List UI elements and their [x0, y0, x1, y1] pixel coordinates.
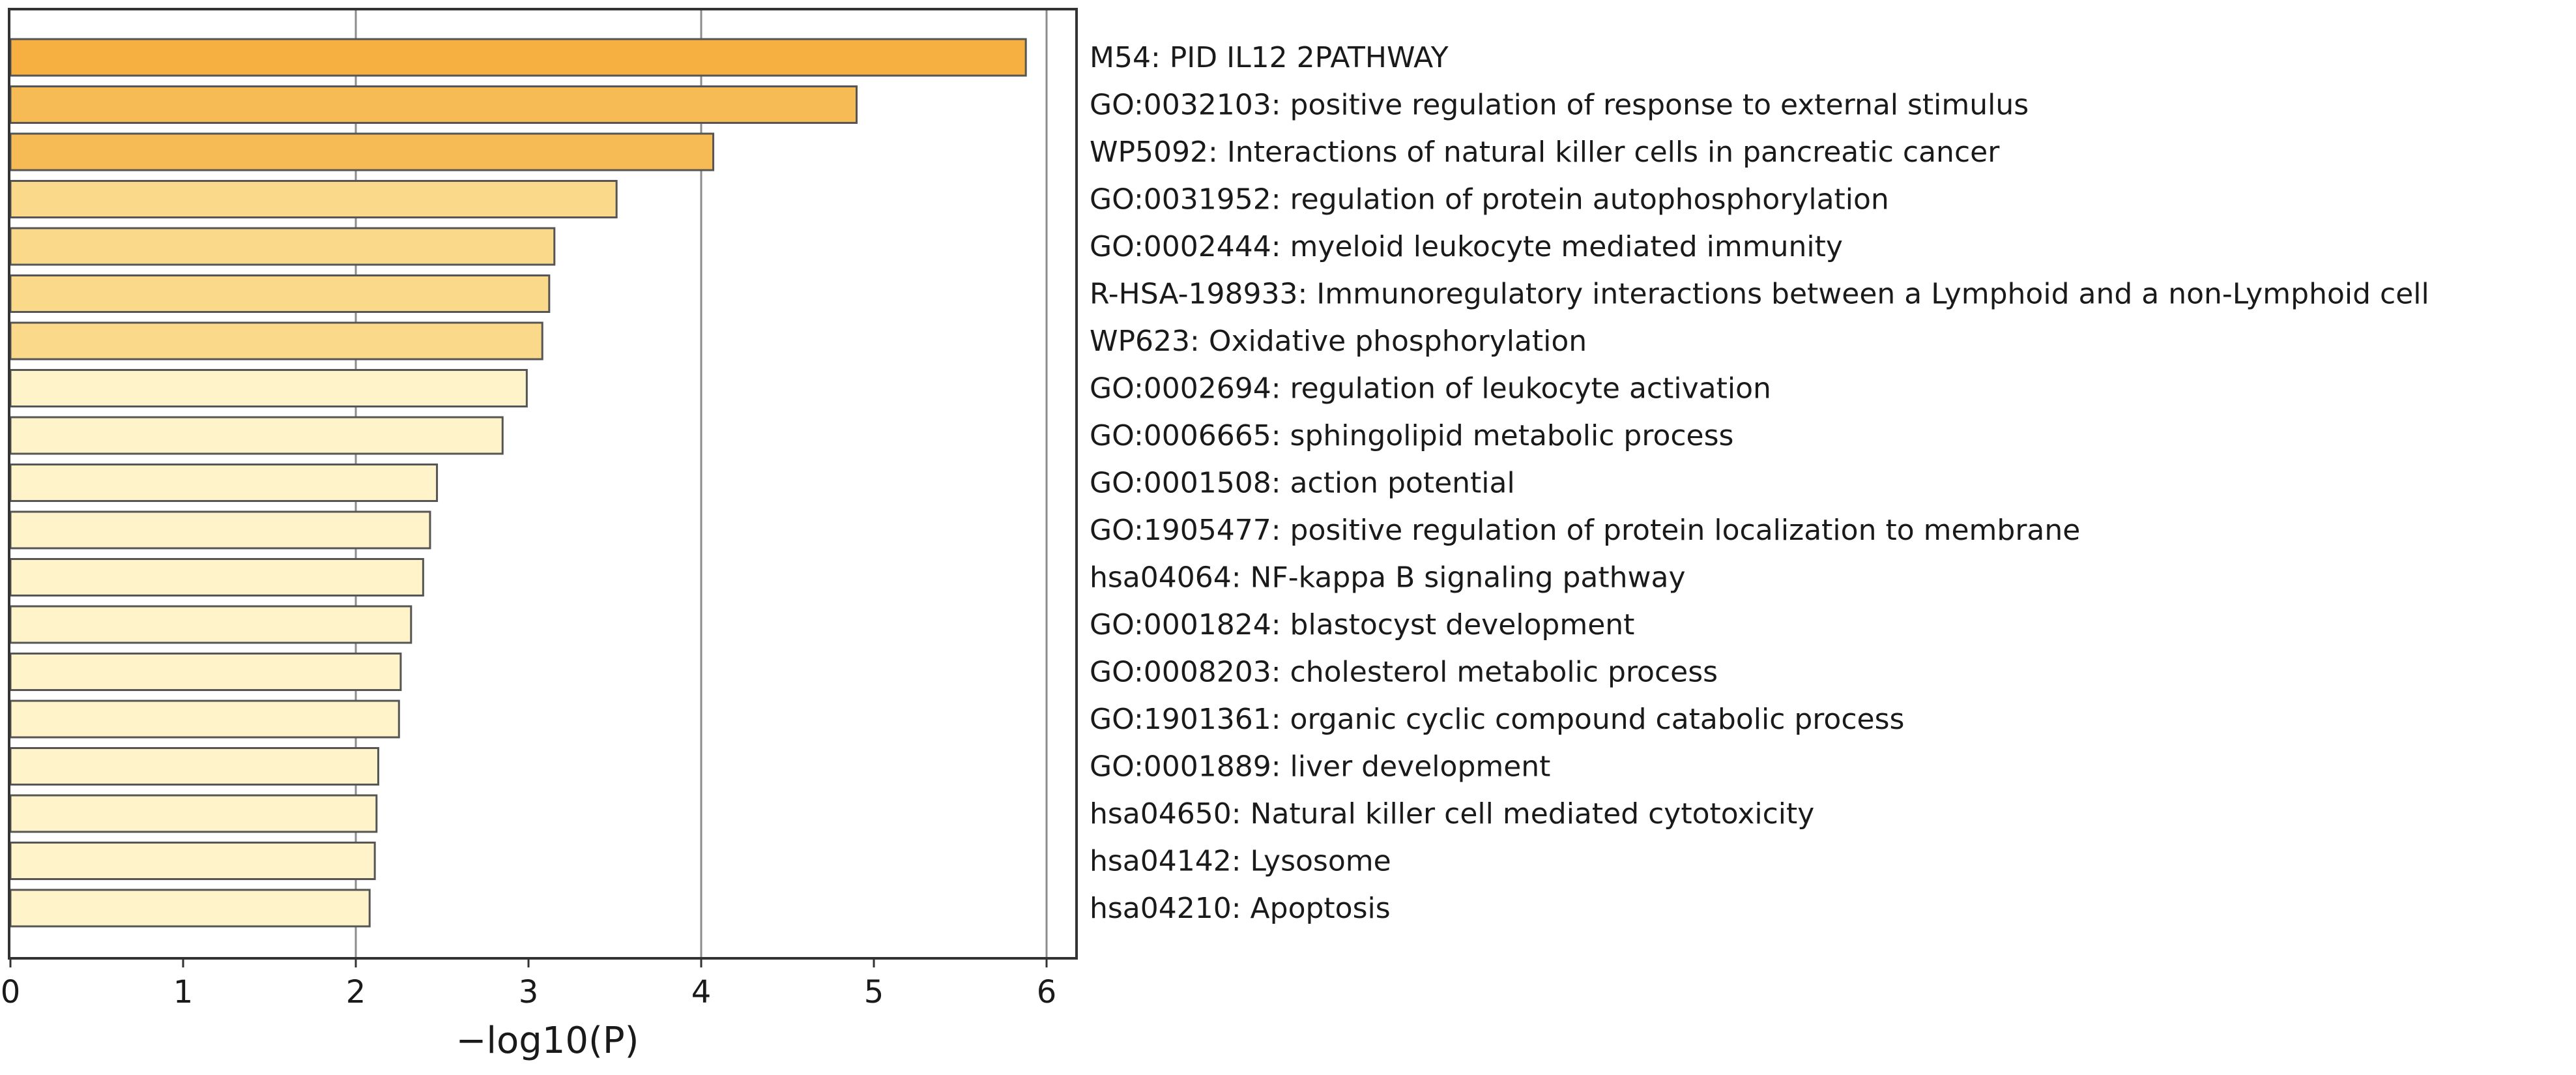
x-tick-label-1: 1	[173, 974, 194, 1010]
category-labels: M54: PID IL12 2PATHWAY GO:0032103: positi…	[1090, 41, 2429, 925]
category-label-6: R-HSA-198933: Immunoregulatory interacti…	[1090, 278, 2429, 311]
bar-6	[9, 274, 551, 313]
bar-9	[9, 416, 504, 455]
bar-8	[9, 369, 528, 407]
category-label-2: GO:0032103: positive regulation of respo…	[1090, 89, 2029, 122]
category-label-9: GO:0006665: sphingolipid metabolic proce…	[1090, 419, 1733, 452]
category-label-10: GO:0001508: action potential	[1090, 467, 1515, 500]
x-tick-label-4: 4	[691, 974, 712, 1010]
x-axis: 0 1 2 3 4 5 6	[1, 958, 1057, 1010]
bar-5	[9, 227, 556, 266]
category-label-14: GO:0008203: cholesterol metabolic proces…	[1090, 656, 1718, 689]
bar-3	[9, 132, 715, 171]
x-tick-label-5: 5	[864, 974, 884, 1010]
bar-layer	[9, 38, 1027, 928]
bar-13	[9, 605, 412, 644]
bar-15	[9, 699, 400, 739]
frame-layer	[8, 8, 1078, 960]
bar-11	[9, 510, 431, 550]
category-label-15: GO:1901361: organic cyclic compound cata…	[1090, 703, 1904, 736]
bar-12	[9, 558, 424, 596]
category-label-12: hsa04064: NF-kappa B signaling pathway	[1090, 561, 1686, 595]
category-label-13: GO:0001824: blastocyst development	[1090, 608, 1634, 641]
category-label-11: GO:1905477: positive regulation of prote…	[1090, 514, 2080, 547]
category-label-5: GO:0002444: myeloid leukocyte mediated i…	[1090, 230, 1843, 263]
bar-14	[9, 653, 402, 691]
x-axis-title: −log10(P)	[456, 1020, 639, 1062]
x-tick-label-0: 0	[1, 974, 21, 1010]
bar-2	[9, 85, 858, 124]
x-tick-label-6: 6	[1037, 974, 1057, 1010]
x-tick-label-2: 2	[346, 974, 366, 1010]
bar-18	[9, 842, 376, 880]
bar-17	[9, 794, 378, 833]
bar-7	[9, 321, 543, 361]
bar-19	[9, 889, 371, 928]
category-label-8: GO:0002694: regulation of leukocyte acti…	[1090, 372, 1771, 405]
x-tick-label-3: 3	[519, 974, 539, 1010]
bar-10	[9, 464, 439, 502]
bar-1	[9, 38, 1027, 77]
category-label-16: GO:0001889: liver development	[1090, 750, 1550, 784]
bar-16	[9, 747, 379, 786]
plot-frame	[8, 8, 1078, 960]
category-label-4: GO:0031952: regulation of protein autoph…	[1090, 183, 1889, 216]
bar-4	[9, 180, 618, 218]
category-label-18: hsa04142: Lysosome	[1090, 845, 1391, 878]
category-label-19: hsa04210: Apoptosis	[1090, 892, 1391, 925]
category-label-1: M54: PID IL12 2PATHWAY	[1090, 41, 1449, 74]
category-label-7: WP623: Oxidative phosphorylation	[1090, 325, 1587, 358]
category-label-17: hsa04650: Natural killer cell mediated c…	[1090, 797, 1814, 831]
category-label-3: WP5092: Interactions of natural killer c…	[1090, 136, 2000, 169]
